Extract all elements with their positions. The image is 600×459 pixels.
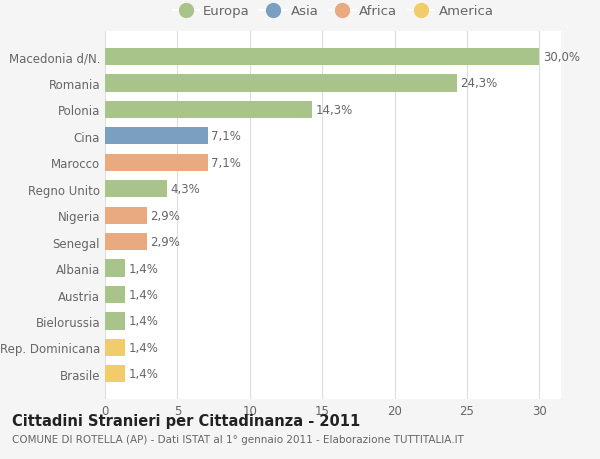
Bar xyxy=(105,181,167,198)
Text: 30,0%: 30,0% xyxy=(543,51,580,64)
Text: 1,4%: 1,4% xyxy=(129,262,159,275)
Text: 2,9%: 2,9% xyxy=(151,235,181,249)
Text: 24,3%: 24,3% xyxy=(460,77,497,90)
Text: 1,4%: 1,4% xyxy=(129,315,159,328)
Bar xyxy=(105,128,208,145)
Text: 14,3%: 14,3% xyxy=(316,104,353,117)
Text: 4,3%: 4,3% xyxy=(171,183,200,196)
Bar xyxy=(105,365,125,383)
Bar xyxy=(105,101,312,119)
Bar xyxy=(105,339,125,356)
Text: 1,4%: 1,4% xyxy=(129,368,159,381)
Text: 1,4%: 1,4% xyxy=(129,341,159,354)
Bar xyxy=(105,234,147,251)
Text: 7,1%: 7,1% xyxy=(211,130,241,143)
Bar xyxy=(105,75,457,92)
Text: 1,4%: 1,4% xyxy=(129,288,159,302)
Bar xyxy=(105,49,539,66)
Bar xyxy=(105,313,125,330)
Bar xyxy=(105,154,208,172)
Text: 7,1%: 7,1% xyxy=(211,157,241,169)
Text: Cittadini Stranieri per Cittadinanza - 2011: Cittadini Stranieri per Cittadinanza - 2… xyxy=(12,413,360,428)
Bar xyxy=(105,260,125,277)
Bar xyxy=(105,207,147,224)
Legend: Europa, Asia, Africa, America: Europa, Asia, Africa, America xyxy=(173,5,493,18)
Bar xyxy=(105,286,125,303)
Text: 2,9%: 2,9% xyxy=(151,209,181,222)
Text: COMUNE DI ROTELLA (AP) - Dati ISTAT al 1° gennaio 2011 - Elaborazione TUTTITALIA: COMUNE DI ROTELLA (AP) - Dati ISTAT al 1… xyxy=(12,434,464,444)
